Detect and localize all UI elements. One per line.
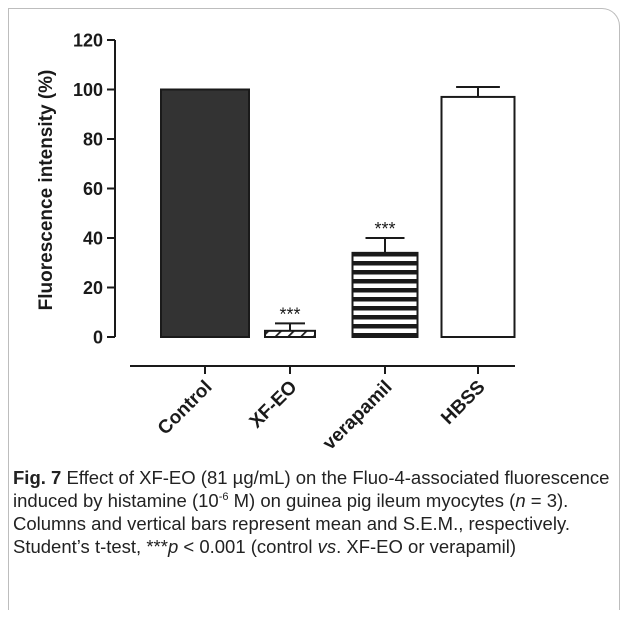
y-tick-label: 60 [83, 179, 103, 199]
y-tick-label: 20 [83, 278, 103, 298]
caption-text-1: Effect of XF-EO (81 µg/mL) on the Fluo-4… [13, 467, 610, 511]
y-tick-label: 40 [83, 229, 103, 249]
figure-frame [8, 8, 620, 610]
bar-chart: 0 20 40 60 80 100 120 Control XF-EO verapamil HBSS… [36, 31, 516, 455]
y-tick-label: 120 [73, 31, 103, 51]
x-tick-label: XF-EO [246, 377, 302, 433]
x-tick-label: Control [154, 377, 217, 440]
caption-exponent: -6 [218, 490, 229, 503]
y-tick-label: 100 [73, 80, 103, 100]
y-tick-label: 0 [93, 328, 103, 348]
bar-verapamil [351, 251, 419, 339]
caption-vs: vs [317, 536, 337, 557]
significance-label: *** [279, 304, 300, 324]
significance-label: *** [374, 219, 395, 239]
y-axis-label: Fluorescence intensity (%) [36, 70, 57, 311]
bars-layer: *** *** [160, 86, 516, 339]
caption-text-2: M) on guinea pig ileum myocytes ( [228, 490, 516, 511]
caption-label: Fig. 7 [13, 467, 62, 488]
x-tick-label: HBSS [437, 377, 489, 429]
bar-hbss [440, 95, 516, 338]
caption-text-3: = 3). Columns and vertical bars represen… [13, 490, 570, 557]
caption-p: p [167, 536, 179, 557]
caption-text-5: . XF-EO or verapamil) [336, 536, 516, 557]
bar-xf-eo [264, 329, 316, 338]
x-tick-label: verapamil [319, 377, 397, 455]
y-tick-label: 80 [83, 130, 103, 150]
caption-n: n [515, 490, 526, 511]
bar-control [160, 88, 250, 338]
figure-caption: Fig. 7 Effect of XF-EO (81 µg/mL) on the… [13, 466, 615, 558]
caption-text-4: < 0.001 (control [178, 536, 318, 557]
